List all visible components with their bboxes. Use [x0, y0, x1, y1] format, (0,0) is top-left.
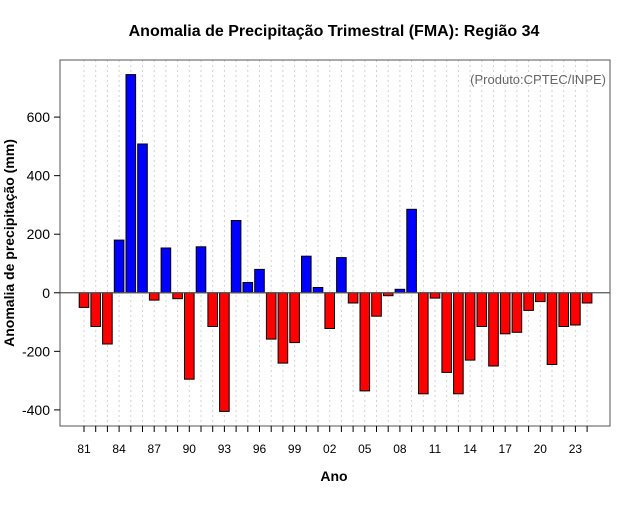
bar-12: [441, 292, 452, 373]
bar-99: [289, 292, 300, 344]
bar-02: [324, 292, 335, 329]
bar-88: [160, 247, 172, 294]
x-tick-label: 93: [218, 442, 232, 456]
grid-lines: [83, 60, 588, 426]
plot-frame: [59, 59, 611, 427]
bar-84: [113, 239, 125, 294]
x-tick-label: 99: [288, 442, 302, 456]
y-tick-label: 600: [27, 109, 51, 125]
bar-09: [406, 208, 417, 294]
bar-15: [476, 292, 488, 327]
bar-19: [523, 292, 534, 311]
bar-17: [499, 292, 511, 335]
bar-00: [301, 255, 312, 294]
bar-92: [207, 292, 218, 327]
bar-23: [570, 292, 581, 326]
x-tick-label: 05: [358, 442, 372, 456]
y-tick-label: -400: [22, 402, 50, 418]
x-axis: 81 84 87 90 93 96 99 02 05 08 11 14 17 20 23: [77, 426, 588, 456]
bar-04: [347, 292, 359, 304]
x-tick-label: 96: [253, 442, 267, 456]
x-tick-label: 84: [112, 442, 126, 456]
x-tick-label: 23: [569, 442, 583, 456]
x-tick-label: 17: [499, 442, 513, 456]
bar-86: [137, 143, 148, 294]
x-tick-label: 14: [463, 442, 477, 456]
bar-95: [242, 282, 254, 294]
x-axis-label: Ano: [320, 468, 347, 484]
bar-91: [195, 246, 207, 294]
bar-05: [359, 292, 371, 392]
chart-title: Anomalia de Precipitação Trimestral (FMA…: [129, 23, 540, 40]
x-tick-label: 02: [323, 442, 337, 456]
bar-94: [230, 220, 242, 294]
bar-85: [125, 74, 137, 294]
bar-87: [148, 292, 160, 301]
bars: [78, 74, 593, 412]
bar-82: [90, 292, 102, 327]
bar-93: [219, 292, 230, 412]
bar-96: [254, 268, 265, 294]
y-axis-label: Anomalia de precipitação (mm): [1, 139, 17, 347]
y-axis: -400 -200 0 200 400 600: [22, 109, 60, 418]
bar-20: [535, 292, 546, 303]
bar-03: [336, 257, 347, 294]
x-tick-label: 08: [393, 442, 407, 456]
bar-11: [429, 292, 441, 299]
bar-98: [277, 292, 289, 364]
bar-16: [488, 292, 499, 367]
x-tick-label: 20: [534, 442, 548, 456]
bar-21: [546, 292, 558, 365]
bar-13: [453, 292, 464, 395]
bar-01: [312, 287, 324, 294]
x-tick-label: 87: [148, 442, 162, 456]
bar-90: [184, 292, 195, 380]
bar-83: [102, 292, 113, 345]
x-tick-label: 11: [429, 442, 442, 456]
y-tick-label: 0: [42, 285, 50, 301]
x-tick-label: 90: [183, 442, 197, 456]
bar-18: [511, 292, 523, 333]
y-tick-label: -200: [22, 343, 50, 359]
bar-22: [558, 292, 570, 327]
bar-24: [581, 292, 593, 304]
x-tick-label: 81: [77, 442, 91, 456]
watermark-label: (Produto:CPTEC/INPE): [470, 72, 606, 87]
bar-89: [172, 292, 183, 300]
bar-14: [464, 292, 476, 361]
bar-81: [78, 292, 90, 308]
bar-10: [418, 292, 429, 395]
bar-06: [371, 292, 382, 317]
y-tick-label: 200: [27, 226, 51, 242]
bar-97: [265, 292, 277, 340]
y-tick-label: 400: [27, 168, 51, 184]
